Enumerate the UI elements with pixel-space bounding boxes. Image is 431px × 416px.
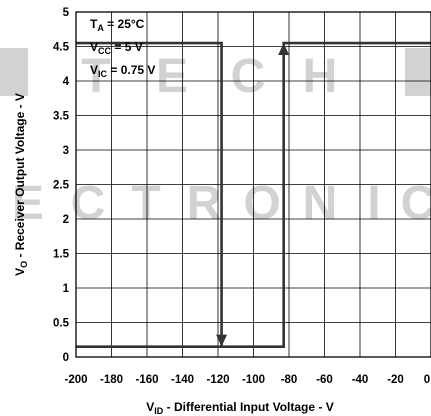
x-tick-label: -180 [100, 374, 123, 386]
watermark-letter: C [401, 177, 431, 230]
watermark-letter: R [187, 177, 222, 230]
condition-line: TA = 25°C [90, 17, 145, 33]
x-tick-label: -60 [316, 374, 333, 386]
watermark-letter: N [303, 177, 338, 230]
watermark-letter: E [156, 50, 188, 103]
y-tick-label: 2 [63, 214, 69, 226]
x-tick-label: -160 [135, 374, 158, 386]
watermark-bar-right [405, 48, 431, 96]
watermark-letter: C [231, 50, 266, 103]
y-tick-label: 1 [63, 283, 70, 295]
x-tick-label: -120 [206, 374, 229, 386]
watermark-bar-left [0, 48, 28, 96]
series-line-1 [76, 41, 431, 348]
condition-line: VIC = 0.75 V [90, 63, 155, 79]
y-axis-label: VO - Receiver Output Voltage - V [13, 93, 29, 276]
x-tick-label: -140 [171, 374, 194, 386]
series-layer [76, 41, 431, 348]
plot-frame [75, 11, 431, 358]
test-conditions: TA = 25°C VCC = 5 V VIC = 0.75 V [90, 17, 155, 79]
watermark-letter: T [131, 177, 160, 230]
x-axis-label: VID - Differential Input Voltage - V [146, 400, 333, 416]
watermark-letter: E [12, 177, 44, 230]
y-tick-label: 3.5 [53, 111, 70, 123]
watermark-letter: O [243, 177, 280, 230]
grid [76, 12, 431, 357]
x-tick-label: -100 [242, 374, 265, 386]
y-tick-label: 1.5 [53, 249, 70, 261]
watermark-letter: T [81, 50, 110, 103]
series-line-2 [76, 41, 223, 347]
x-tick-label: -40 [352, 374, 369, 386]
x-tick-labels: -200 -180 -160 -140 -120 -100 -80 -60 -40 -20 0 [64, 374, 430, 386]
y-tick-label: 4.5 [53, 42, 70, 54]
condition-line: VCC = 5 V [90, 40, 143, 56]
arrow-down [216, 334, 228, 347]
x-tick-label: -20 [387, 374, 404, 386]
y-tick-label: 5 [63, 7, 70, 19]
watermark-letter: H [303, 50, 338, 103]
x-tick-label: -80 [281, 374, 298, 386]
watermark-letter: I [367, 177, 380, 230]
y-tick-label: 0.5 [53, 318, 70, 330]
y-tick-labels: 0 0.5 1 1.5 2 2.5 3 3.5 4 4.5 5 [53, 7, 70, 364]
y-tick-label: 4 [63, 76, 70, 88]
y-tick-label: 3 [63, 145, 69, 157]
y-tick-label: 0 [63, 352, 69, 364]
y-tick-label: 2.5 [53, 180, 70, 192]
x-tick-label: 0 [424, 374, 430, 386]
arrow-up [278, 43, 290, 56]
x-tick-label: -200 [64, 374, 87, 386]
